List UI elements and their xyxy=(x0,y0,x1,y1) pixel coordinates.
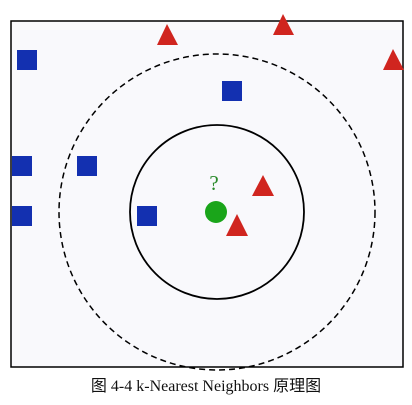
class-a-square xyxy=(17,50,37,70)
outer-neighborhood-circle xyxy=(58,53,376,371)
query-point xyxy=(205,201,227,223)
knn-diagram: ? xyxy=(10,14,404,371)
class-b-triangle xyxy=(273,14,294,35)
diagram-frame xyxy=(10,20,404,368)
query-point-label: ? xyxy=(209,171,218,195)
class-a-square xyxy=(222,81,242,101)
class-b-triangle xyxy=(157,24,178,45)
class-b-triangle xyxy=(226,214,248,236)
class-a-square xyxy=(12,156,32,176)
class-b-triangle xyxy=(383,49,404,70)
class-a-square xyxy=(12,206,32,226)
figure-caption: 图 4-4 k-Nearest Neighbors 原理图 xyxy=(90,378,322,395)
class-a-square xyxy=(77,156,97,176)
class-a-square xyxy=(137,206,157,226)
inner-neighborhood-circle xyxy=(129,124,305,300)
class-b-triangle xyxy=(252,175,274,196)
